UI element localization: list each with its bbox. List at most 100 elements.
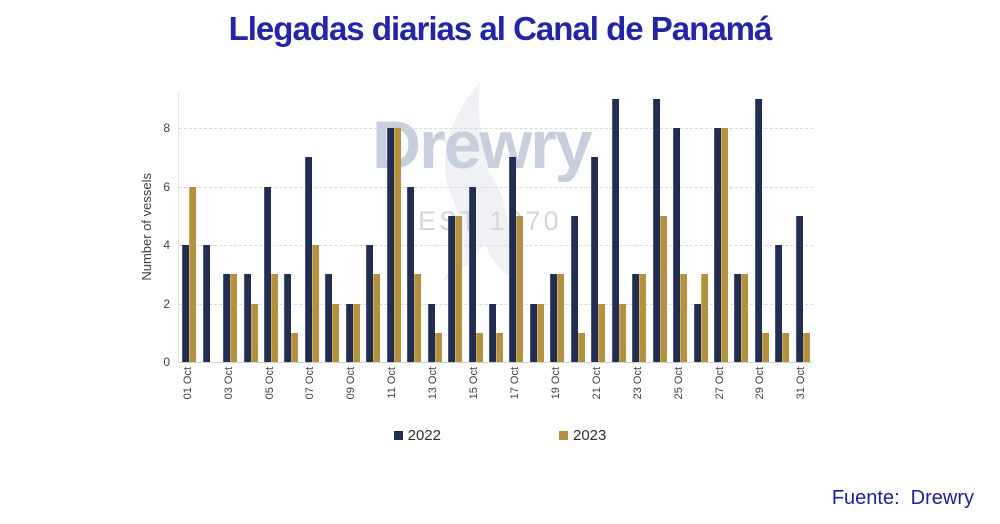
bar-group-21-oct	[588, 92, 608, 362]
x-tick-slot-12-oct	[403, 364, 423, 416]
y-tick-label-0: 0	[163, 355, 170, 369]
x-tick-slot-21-oct: 21 Oct	[587, 364, 607, 416]
bar-2023-12-oct	[414, 274, 422, 362]
bar-2022-11-oct	[386, 128, 394, 362]
gridline-6	[179, 186, 813, 188]
source-label: Fuente:	[831, 487, 900, 509]
gridline-4	[179, 245, 813, 246]
bar-group-14-oct	[445, 92, 465, 362]
bar-2022-02-oct	[202, 245, 210, 362]
watermark-brand: Drewry	[372, 107, 593, 183]
bar-2023-03-oct	[230, 274, 238, 362]
bar-group-17-oct	[506, 92, 526, 362]
x-tick-slot-13-oct: 13 Oct	[423, 364, 443, 416]
legend-swatch-2022	[393, 431, 403, 440]
bar-group-11-oct	[384, 92, 404, 362]
x-tick-slot-31-oct: 31 Oct	[792, 364, 812, 416]
bar-group-03-oct	[220, 92, 240, 362]
bar-2023-07-oct	[311, 245, 319, 362]
bar-2023-13-oct	[434, 332, 442, 362]
x-tick-slot-28-oct	[730, 364, 750, 416]
bar-2022-15-oct	[468, 186, 476, 362]
bar-2022-30-oct	[775, 245, 783, 362]
x-tick-slot-24-oct	[648, 364, 668, 416]
bar-2022-25-oct	[673, 128, 681, 362]
x-tick-slot-10-oct	[362, 364, 382, 416]
bar-2023-06-oct	[291, 332, 299, 362]
bar-group-19-oct	[547, 92, 567, 362]
y-tick-label-2: 2	[163, 296, 170, 311]
legend-item-2023: 2023	[559, 427, 606, 444]
x-tick-slot-19-oct: 19 Oct	[546, 364, 566, 416]
bar-2022-03-oct	[223, 274, 231, 362]
x-tick-slot-04-oct	[239, 364, 259, 416]
x-tick-slot-23-oct: 23 Oct	[628, 364, 648, 416]
bar-2022-06-oct	[284, 274, 292, 362]
bar-group-05-oct	[261, 92, 281, 362]
x-tick-label-01-oct: 01 Oct	[181, 367, 194, 400]
bar-2022-22-oct	[611, 98, 619, 362]
x-tick-slot-06-oct	[280, 364, 300, 416]
bar-2023-31-oct	[802, 332, 810, 362]
bar-group-28-oct	[731, 92, 751, 362]
legend-swatch-2023	[559, 431, 568, 440]
x-tick-label-25-oct: 25 Oct	[672, 367, 685, 400]
legend-item-2022: 2022	[393, 427, 441, 444]
bar-2023-23-oct	[639, 274, 647, 362]
x-tick-slot-02-oct	[198, 364, 218, 416]
x-tick-label-05-oct: 05 Oct	[263, 367, 276, 400]
x-tick-slot-03-oct: 03 Oct	[219, 364, 239, 416]
x-tick-slot-27-oct: 27 Oct	[710, 364, 730, 416]
bar-group-29-oct	[752, 92, 772, 362]
flame-icon	[430, 82, 522, 284]
bar-2022-23-oct	[632, 274, 640, 362]
bar-2023-28-oct	[741, 274, 749, 362]
y-axis-ticks: 0 2 4 6 8	[138, 92, 170, 368]
bar-2022-31-oct	[795, 215, 803, 362]
bar-2023-09-oct	[352, 303, 360, 362]
bar-2023-04-oct	[250, 303, 258, 362]
chart-title: Llegadas diarias al Canal de Panamá	[228, 10, 773, 47]
x-tick-slot-18-oct	[526, 364, 546, 416]
bar-2023-21-oct	[598, 303, 606, 362]
bar-2023-29-oct	[761, 332, 769, 362]
bar-group-12-oct	[404, 92, 424, 362]
gridline-8	[179, 128, 813, 129]
bar-2022-27-oct	[714, 128, 721, 362]
bar-group-06-oct	[281, 92, 301, 362]
bar-2023-25-oct	[680, 274, 688, 362]
bar-2022-21-oct	[591, 157, 599, 362]
bar-2022-12-oct	[407, 186, 415, 362]
bar-2023-18-oct	[536, 303, 544, 362]
x-tick-label-03-oct: 03 Oct	[222, 367, 235, 400]
bar-group-09-oct	[343, 92, 363, 362]
x-tick-slot-20-oct	[567, 364, 587, 416]
bar-2022-16-oct	[489, 303, 497, 362]
x-tick-slot-25-oct: 25 Oct	[669, 364, 689, 416]
bar-2023-19-oct	[557, 274, 565, 362]
bar-2022-29-oct	[754, 98, 762, 362]
bar-2022-17-oct	[509, 157, 517, 362]
bar-2023-01-oct	[189, 186, 197, 362]
x-tick-label-19-oct: 19 Oct	[549, 367, 562, 400]
bar-2023-17-oct	[516, 215, 524, 362]
x-tick-label-23-oct: 23 Oct	[631, 367, 644, 400]
bar-group-15-oct	[465, 92, 485, 362]
bar-group-02-oct	[199, 92, 219, 362]
x-axis-labels: 01 Oct 03 Oct 05 Oct 07 Oct 09 Oct 11 Oct 13 O…	[178, 364, 812, 416]
bar-2023-15-oct	[475, 332, 483, 362]
plot-area	[178, 92, 813, 363]
bar-group-01-oct	[179, 92, 199, 362]
x-tick-label-11-oct: 11 Oct	[386, 367, 399, 399]
bar-2022-07-oct	[304, 157, 312, 362]
x-tick-label-17-oct: 17 Oct	[508, 367, 521, 400]
x-tick-slot-11-oct: 11 Oct	[383, 364, 403, 416]
bar-2023-11-oct	[393, 128, 401, 362]
x-tick-slot-29-oct: 29 Oct	[751, 364, 771, 416]
bar-2023-08-oct	[332, 303, 340, 362]
bar-group-31-oct	[793, 92, 813, 362]
x-tick-slot-01-oct: 01 Oct	[178, 364, 198, 416]
bar-group-13-oct	[424, 92, 444, 362]
x-tick-slot-17-oct: 17 Oct	[505, 364, 525, 416]
